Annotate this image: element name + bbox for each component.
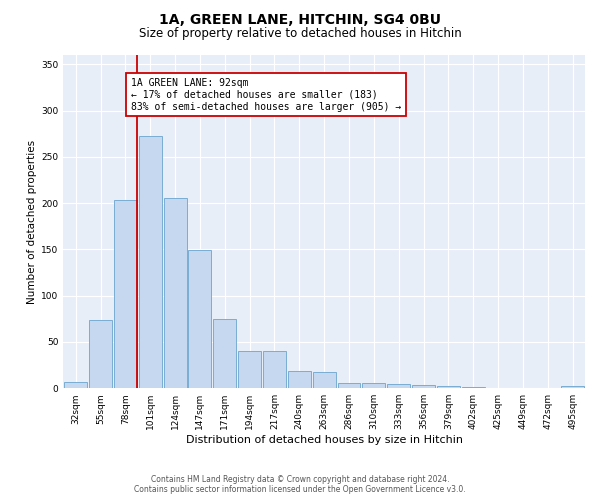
Bar [362,382,385,388]
Text: Size of property relative to detached houses in Hitchin: Size of property relative to detached ho… [139,28,461,40]
Bar [561,386,584,388]
X-axis label: Distribution of detached houses by size in Hitchin: Distribution of detached houses by size … [185,435,463,445]
Bar [89,320,112,388]
Text: 1A GREEN LANE: 92sqm
← 17% of detached houses are smaller (183)
83% of semi-deta: 1A GREEN LANE: 92sqm ← 17% of detached h… [131,78,401,112]
Bar [114,200,137,388]
Text: Contains HM Land Registry data © Crown copyright and database right 2024.
Contai: Contains HM Land Registry data © Crown c… [134,474,466,494]
Bar [64,382,87,388]
Bar [437,386,460,388]
Bar [387,384,410,388]
Text: 1A, GREEN LANE, HITCHIN, SG4 0BU: 1A, GREEN LANE, HITCHIN, SG4 0BU [159,12,441,26]
Bar [313,372,335,388]
Bar [139,136,161,388]
Bar [263,351,286,388]
Bar [238,351,261,388]
Bar [164,198,187,388]
Bar [412,384,435,388]
Bar [338,382,361,388]
Bar [188,250,211,388]
Bar [288,370,311,388]
Y-axis label: Number of detached properties: Number of detached properties [27,140,37,304]
Bar [214,319,236,388]
